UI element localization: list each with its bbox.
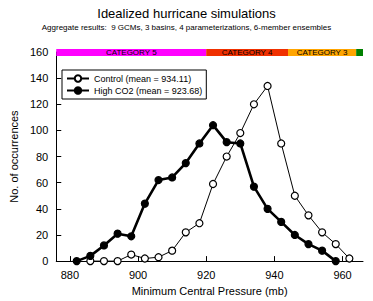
svg-text:40: 40 — [36, 203, 48, 215]
svg-text:CATEGORY 3: CATEGORY 3 — [297, 48, 348, 57]
svg-text:CATEGORY 5: CATEGORY 5 — [106, 48, 157, 57]
svg-text:Minimum Central Pressure (mb): Minimum Central Pressure (mb) — [132, 285, 288, 297]
svg-text:CATEGORY 4: CATEGORY 4 — [222, 48, 273, 57]
svg-text:960: 960 — [333, 269, 351, 281]
svg-text:120: 120 — [30, 98, 48, 110]
svg-text:140: 140 — [30, 72, 48, 84]
svg-text:900: 900 — [129, 269, 147, 281]
svg-text:0: 0 — [42, 255, 48, 267]
svg-text:940: 940 — [265, 269, 283, 281]
svg-text:Idealized hurricane simulation: Idealized hurricane simulations — [97, 6, 276, 21]
svg-text:80: 80 — [36, 151, 48, 163]
svg-text:160: 160 — [30, 46, 48, 58]
svg-text:880: 880 — [61, 269, 79, 281]
svg-text:60: 60 — [36, 177, 48, 189]
svg-text:20: 20 — [36, 229, 48, 241]
svg-text:920: 920 — [197, 269, 215, 281]
svg-text:No. of occurrences: No. of occurrences — [8, 110, 20, 203]
svg-text:High CO2 (mean = 923.68): High CO2 (mean = 923.68) — [94, 86, 202, 96]
svg-text:Control (mean = 934.11): Control (mean = 934.11) — [94, 74, 191, 84]
svg-text:100: 100 — [30, 124, 48, 136]
svg-text:Aggregate results: 9 GCMs, 3: Aggregate results: 9 GCMs, 3 basins, 4 p… — [42, 23, 331, 32]
